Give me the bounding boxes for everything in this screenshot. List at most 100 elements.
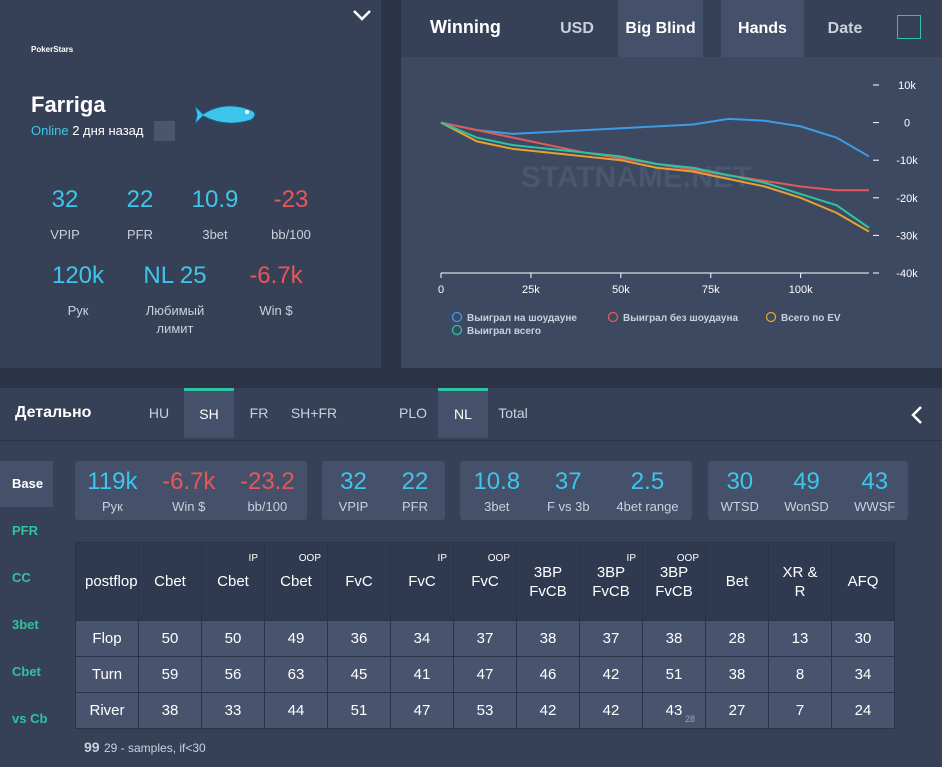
line <box>440 121 870 229</box>
cell: 43 28 <box>642 692 706 729</box>
share-button[interactable] <box>154 121 175 141</box>
y-tick-label: -20k <box>896 193 918 205</box>
status: Online <box>31 123 69 138</box>
tab[interactable]: SH <box>184 388 234 438</box>
stat-value: NL 25 <box>143 262 207 289</box>
header-sup: IP <box>626 553 636 564</box>
cell-samples: 28 <box>684 714 695 724</box>
header-label: XR & R <box>782 563 818 600</box>
y-tick-label: 10k <box>898 80 916 92</box>
x-tick-label: 75k <box>702 284 720 296</box>
stat-value: -6.7k <box>162 467 216 495</box>
stat-value: 32 <box>51 186 79 213</box>
sidebar-item[interactable]: vs Cb <box>12 711 48 726</box>
stat-label: PFR <box>401 498 428 514</box>
header-row: postflop Cbet Cbet IP Cbet OOP FvC FvC IP FvC OOP 3… <box>75 542 895 621</box>
stat: 49 WonSD <box>784 468 829 514</box>
legend-icon <box>451 324 463 336</box>
legend-icon <box>765 311 777 323</box>
cell: 51 <box>642 656 706 693</box>
watermark: STATNAME.NET <box>521 161 752 194</box>
stat-value: 10.9 <box>191 186 239 213</box>
cell: 47 <box>390 692 454 729</box>
stat: -23.2 bb/100 <box>240 468 295 514</box>
cell: 46 <box>516 656 580 693</box>
stat: 37 F vs 3b <box>547 468 590 514</box>
stat-label: WTSD <box>720 498 759 514</box>
player-name: Farriga <box>31 92 106 117</box>
header-cell: FvC IP <box>390 542 454 621</box>
stat-value: 22 <box>401 467 429 495</box>
cell: 38 <box>138 692 202 729</box>
header-label: FvC <box>471 573 499 590</box>
cell: 38 <box>642 620 706 657</box>
collapse-icon[interactable] <box>352 8 372 22</box>
header-cell: 3BP FvCB <box>516 542 580 621</box>
tab[interactable]: Date <box>827 20 863 37</box>
stat-box: 10.8 3bet 37 F vs 3b 2.5 4bet range <box>460 461 692 520</box>
cell: 42 <box>579 656 643 693</box>
cell: 8 <box>768 656 832 693</box>
cell: 13 <box>768 620 832 657</box>
tab[interactable]: FR <box>249 405 269 421</box>
tab[interactable]: NL <box>438 388 488 438</box>
header-cell: Cbet <box>138 542 202 621</box>
header-cell: AFQ <box>831 542 895 621</box>
stat-label: 3bet <box>484 498 510 514</box>
tab[interactable]: Hands <box>721 0 804 57</box>
stat: 30 WTSD <box>721 468 759 514</box>
legend-label: Выиграл на шоудауне <box>467 313 577 324</box>
stat: 2.5 4bet range <box>616 468 678 514</box>
expand-button[interactable] <box>897 15 921 39</box>
cell: 7 <box>768 692 832 729</box>
sidebar-item[interactable]: CC <box>12 570 31 585</box>
table-row: Flop 50 50 49 36 34 37 38 37 38 28 13 30 <box>75 620 895 657</box>
x-tick-label: 50k <box>612 284 630 296</box>
stat-label: VPIP <box>338 498 369 514</box>
cell: 37 <box>579 620 643 657</box>
table-row: River 38 33 44 51 47 53 42 42 43 28 27 7 24 <box>75 692 895 729</box>
sidebar-item[interactable]: PFR <box>12 523 38 538</box>
header-cell: FvC OOP <box>453 542 517 621</box>
tab[interactable]: Total <box>498 405 528 421</box>
tab[interactable]: HU <box>148 405 170 421</box>
cell: 41 <box>390 656 454 693</box>
status-line: Online 2 дня назад <box>31 123 144 138</box>
y-tick-label: -10k <box>896 155 918 167</box>
header-cell: postflop <box>75 542 139 621</box>
cell: 38 <box>705 656 769 693</box>
header-sup: IP <box>437 553 447 564</box>
cell: 47 <box>453 656 517 693</box>
detail-title: Детально <box>15 404 92 421</box>
sidebar-item[interactable]: Base <box>0 461 53 507</box>
sidebar-item[interactable]: 3bet <box>12 617 39 632</box>
cell: 45 <box>327 656 391 693</box>
tab[interactable]: Big Blind <box>618 0 703 57</box>
tab[interactable]: PLO <box>398 405 427 421</box>
cell: 34 <box>831 656 895 693</box>
x-tick-label: 25k <box>522 284 540 296</box>
stat: 119k Рук <box>87 468 137 514</box>
tab[interactable]: SH+FR <box>290 405 338 421</box>
stat-value: 22 <box>126 186 154 213</box>
cell: 37 <box>453 620 517 657</box>
back-icon[interactable] <box>910 405 924 425</box>
stat-label: bb/100 <box>271 227 311 242</box>
sidebar-item[interactable]: Cbet <box>12 664 41 679</box>
y-tick-label: -30k <box>896 230 918 242</box>
stat-value: 49 <box>793 467 820 495</box>
cell: 24 <box>831 692 895 729</box>
tab[interactable]: USD <box>560 20 594 37</box>
stat-box: 119k Рук -6.7k Win $ -23.2 bb/100 <box>75 461 307 520</box>
cell: 27 <box>705 692 769 729</box>
cell: 63 <box>264 656 328 693</box>
header-label: Cbet <box>280 573 312 590</box>
cell: 51 <box>327 692 391 729</box>
stat-label: VPIP <box>50 227 80 242</box>
stat: 43 WWSF <box>854 468 895 514</box>
stat-label: Рук <box>67 303 89 318</box>
profile-panel: PokerStars Farriga Online 2 дня назад <box>0 0 381 368</box>
stat-box: 32 VPIP 22 PFR <box>322 461 445 520</box>
row-label: River <box>75 692 139 729</box>
header-label: postflop <box>85 573 138 590</box>
